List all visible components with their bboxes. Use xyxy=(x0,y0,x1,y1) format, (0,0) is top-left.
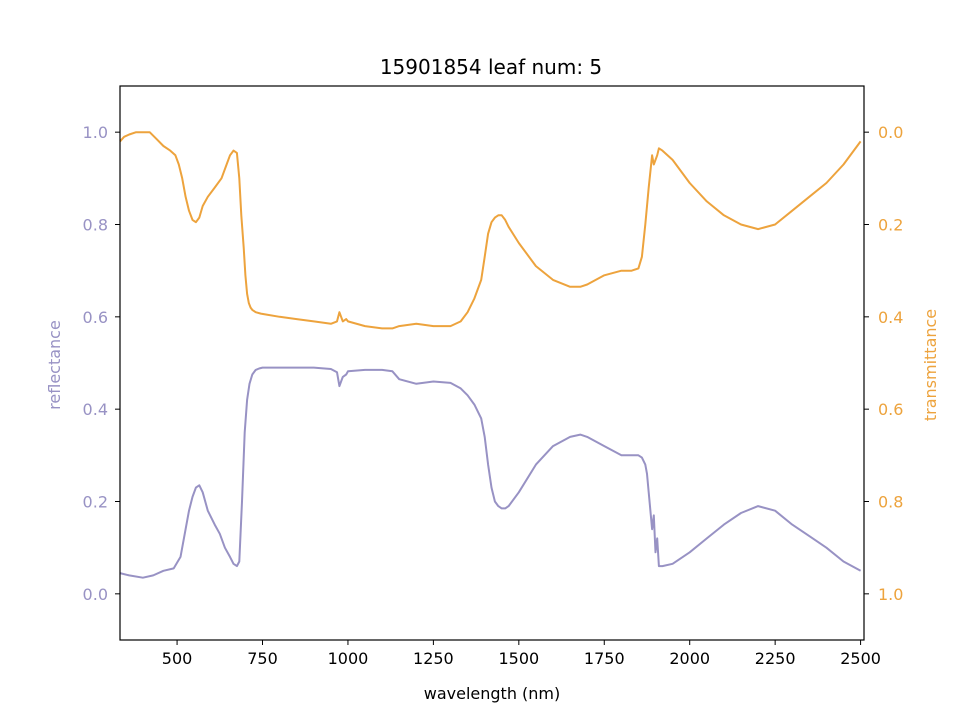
x-tick-label: 1750 xyxy=(584,649,625,668)
right-tick-label: 0.0 xyxy=(878,123,903,142)
right-tick-label: 0.6 xyxy=(878,400,903,419)
left-tick-label: 0.2 xyxy=(83,493,108,512)
x-tick-label: 1250 xyxy=(413,649,454,668)
x-tick-label: 2250 xyxy=(755,649,796,668)
reflectance-line xyxy=(119,366,862,579)
transmittance-line xyxy=(119,131,862,330)
left-tick-label: 0.8 xyxy=(83,216,108,235)
x-axis-label: wavelength (nm) xyxy=(424,684,561,703)
x-tick-label: 1500 xyxy=(498,649,539,668)
right-tick-label: 0.2 xyxy=(878,216,903,235)
x-tick-label: 500 xyxy=(162,649,193,668)
left-tick-label: 0.6 xyxy=(83,308,108,327)
x-axis-ticks: 500 750 1000 1250 1500 1750 2000 2250 2500 xyxy=(162,640,881,668)
left-tick-label: 0.0 xyxy=(83,585,108,604)
x-tick-label: 2000 xyxy=(669,649,710,668)
x-tick-label: 750 xyxy=(247,649,278,668)
x-tick-label: 2500 xyxy=(840,649,881,668)
left-tick-label: 1.0 xyxy=(83,123,108,142)
left-axis-label: reflectance xyxy=(45,320,64,410)
right-tick-label: 0.8 xyxy=(878,493,903,512)
plot-frame xyxy=(119,85,865,641)
plot-lines xyxy=(119,131,862,579)
left-tick-label: 0.4 xyxy=(83,400,108,419)
left-axis-ticks: 0.0 0.2 0.4 0.6 0.8 1.0 xyxy=(83,123,120,604)
right-tick-label: 0.4 xyxy=(878,308,903,327)
right-tick-label: 1.0 xyxy=(878,585,903,604)
chart-title: 15901854 leaf num: 5 xyxy=(380,55,602,79)
right-axis-ticks: 0.0 0.2 0.4 0.6 0.8 1.0 xyxy=(864,123,903,604)
right-axis-label: transmittance xyxy=(921,309,940,421)
x-tick-label: 1000 xyxy=(328,649,369,668)
